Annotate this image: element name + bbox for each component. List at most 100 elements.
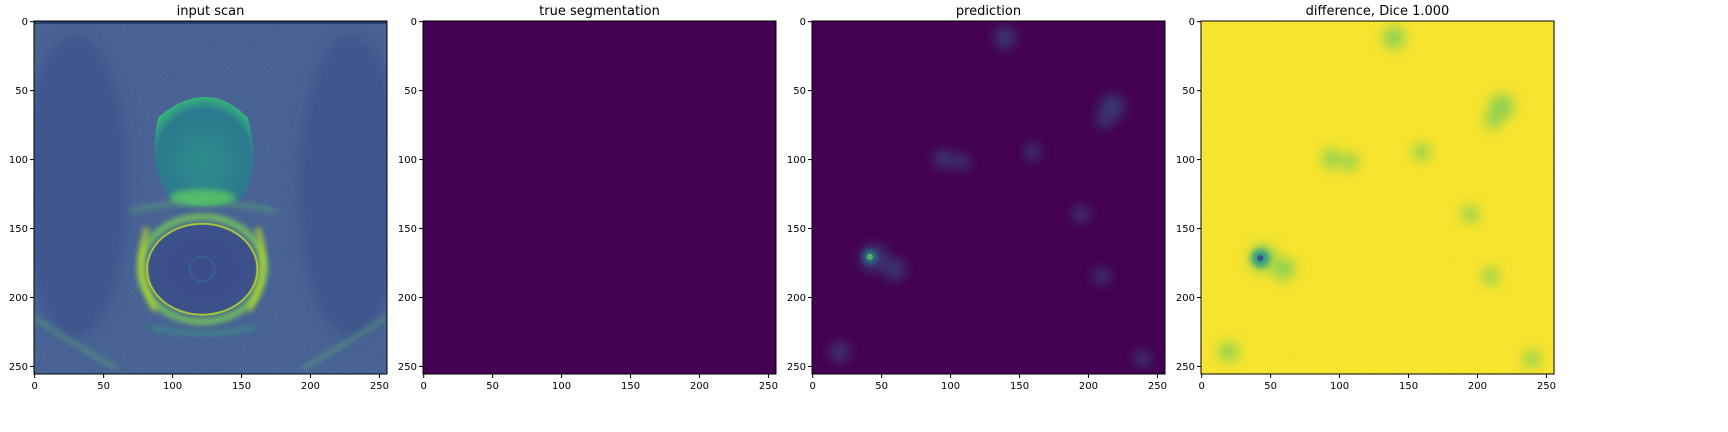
y-tick-label: 100 [1176, 155, 1195, 166]
coil-center [189, 256, 216, 283]
y-tick-label: 250 [398, 362, 417, 373]
y-tick-label: 150 [787, 224, 806, 235]
x-tick-label: 250 [370, 381, 389, 392]
panel-title: input scan [177, 4, 245, 19]
panel-title: difference, Dice 1.000 [1306, 4, 1450, 19]
prediction-background [812, 21, 1165, 374]
prediction-blob [933, 149, 953, 169]
x-tick-label: 0 [421, 381, 427, 392]
prediction-blob [994, 26, 1017, 49]
x-tick-label: 0 [1199, 381, 1205, 392]
x-tick-label: 100 [1330, 381, 1349, 392]
y-tick-label: 200 [9, 293, 28, 304]
y-tick-label: 250 [9, 362, 28, 373]
y-tick-label: 0 [1189, 17, 1195, 28]
axes-frame [33, 20, 388, 375]
y-tick-label: 250 [1176, 362, 1195, 373]
input-image [34, 21, 387, 374]
y-tick-label: 50 [793, 86, 806, 97]
lower-right-strand [302, 316, 387, 370]
bladder-region [154, 96, 254, 206]
prediction-blob [829, 342, 850, 362]
panel-difference: difference, Dice 1.000 0 50 100 150 200 250 0 50… [1176, 4, 1556, 392]
x-tick-label: 250 [1148, 381, 1167, 392]
segmentation-fill [423, 21, 776, 374]
x-tick-label: 250 [1537, 381, 1556, 392]
x-tick-label: 200 [301, 381, 320, 392]
panel-input: input scan 0 50 100 150 200 250 0 50 100 150 200 250 [9, 4, 389, 392]
x-tick-label: 0 [32, 381, 38, 392]
axes-frame [1200, 20, 1555, 375]
panel-prediction: prediction 0 50 100 150 200 250 0 50 100 150 200 250 [787, 4, 1167, 392]
y-tick-label: 150 [398, 224, 417, 235]
x-tick-label: 150 [232, 381, 251, 392]
difference-blob [1272, 258, 1295, 281]
difference-blob [1482, 267, 1499, 285]
y-tick-label: 200 [1176, 293, 1195, 304]
prediction-blob [1024, 143, 1041, 161]
x-tick-label: 50 [97, 381, 110, 392]
panel-truth: true segmentation 0 50 100 150 200 250 0 50 100 15… [398, 4, 778, 392]
x-tick-label: 50 [486, 381, 499, 392]
x-tick-label: 100 [163, 381, 182, 392]
y-tick-label: 250 [787, 362, 806, 373]
y-tick-label: 0 [22, 17, 28, 28]
prediction-blob [1096, 112, 1113, 129]
x-tick-label: 250 [759, 381, 778, 392]
y-tick-label: 50 [1182, 86, 1195, 97]
prediction-image [812, 21, 1165, 374]
y-tick-label: 100 [9, 155, 28, 166]
x-tick-label: 100 [552, 381, 571, 392]
x-tick-label: 150 [1010, 381, 1029, 392]
panel-title: true segmentation [539, 4, 660, 19]
scan-top-band [34, 21, 387, 24]
y-tick-label: 50 [404, 86, 417, 97]
y-tick-label: 200 [398, 293, 417, 304]
prediction-hotspot-halo [862, 249, 877, 264]
difference-blob [1413, 143, 1430, 161]
coil-interior [147, 223, 258, 315]
prediction-blob [883, 258, 906, 281]
difference-texture [1201, 21, 1554, 374]
y-tick-label: 150 [1176, 224, 1195, 235]
axes-frame [422, 20, 777, 375]
y-tick-label: 0 [800, 17, 806, 28]
difference-blob [1322, 149, 1342, 169]
fat-strand-bottom [150, 325, 256, 336]
panel-title: prediction [956, 4, 1021, 19]
difference-blob [1461, 205, 1479, 223]
y-tick-label: 100 [787, 155, 806, 166]
difference-blob [1341, 153, 1359, 170]
x-tick-label: 200 [690, 381, 709, 392]
right-bright-arc [246, 227, 266, 312]
coil-ring-inner [146, 222, 259, 316]
difference-blob [1523, 350, 1541, 368]
y-tick-label: 150 [9, 224, 28, 235]
right-tissue [298, 34, 387, 339]
difference-blob [1383, 26, 1406, 49]
difference-blob [1485, 112, 1502, 129]
difference-blob [1218, 342, 1239, 362]
x-tick-label: 150 [621, 381, 640, 392]
y-tick-label: 0 [411, 17, 417, 28]
prediction-blob [1134, 350, 1152, 368]
prediction-blob [1093, 267, 1110, 285]
x-tick-label: 200 [1079, 381, 1098, 392]
x-tick-label: 100 [941, 381, 960, 392]
y-tick-label: 200 [787, 293, 806, 304]
panels-layer: input scan 0 50 100 150 200 250 0 50 100 150 200 250… [9, 4, 1556, 392]
y-tick-label: 100 [398, 155, 417, 166]
difference-hotspot [1257, 255, 1264, 262]
prediction-blob [952, 153, 970, 170]
axes-frame [811, 20, 1166, 375]
truth-image [423, 21, 776, 374]
left-tissue [34, 34, 128, 339]
x-tick-label: 0 [810, 381, 816, 392]
difference-image [1201, 21, 1554, 374]
x-tick-label: 50 [875, 381, 888, 392]
prediction-blob [1072, 205, 1090, 223]
x-tick-label: 50 [1264, 381, 1277, 392]
left-bright-arc [139, 227, 158, 312]
x-tick-label: 200 [1468, 381, 1487, 392]
